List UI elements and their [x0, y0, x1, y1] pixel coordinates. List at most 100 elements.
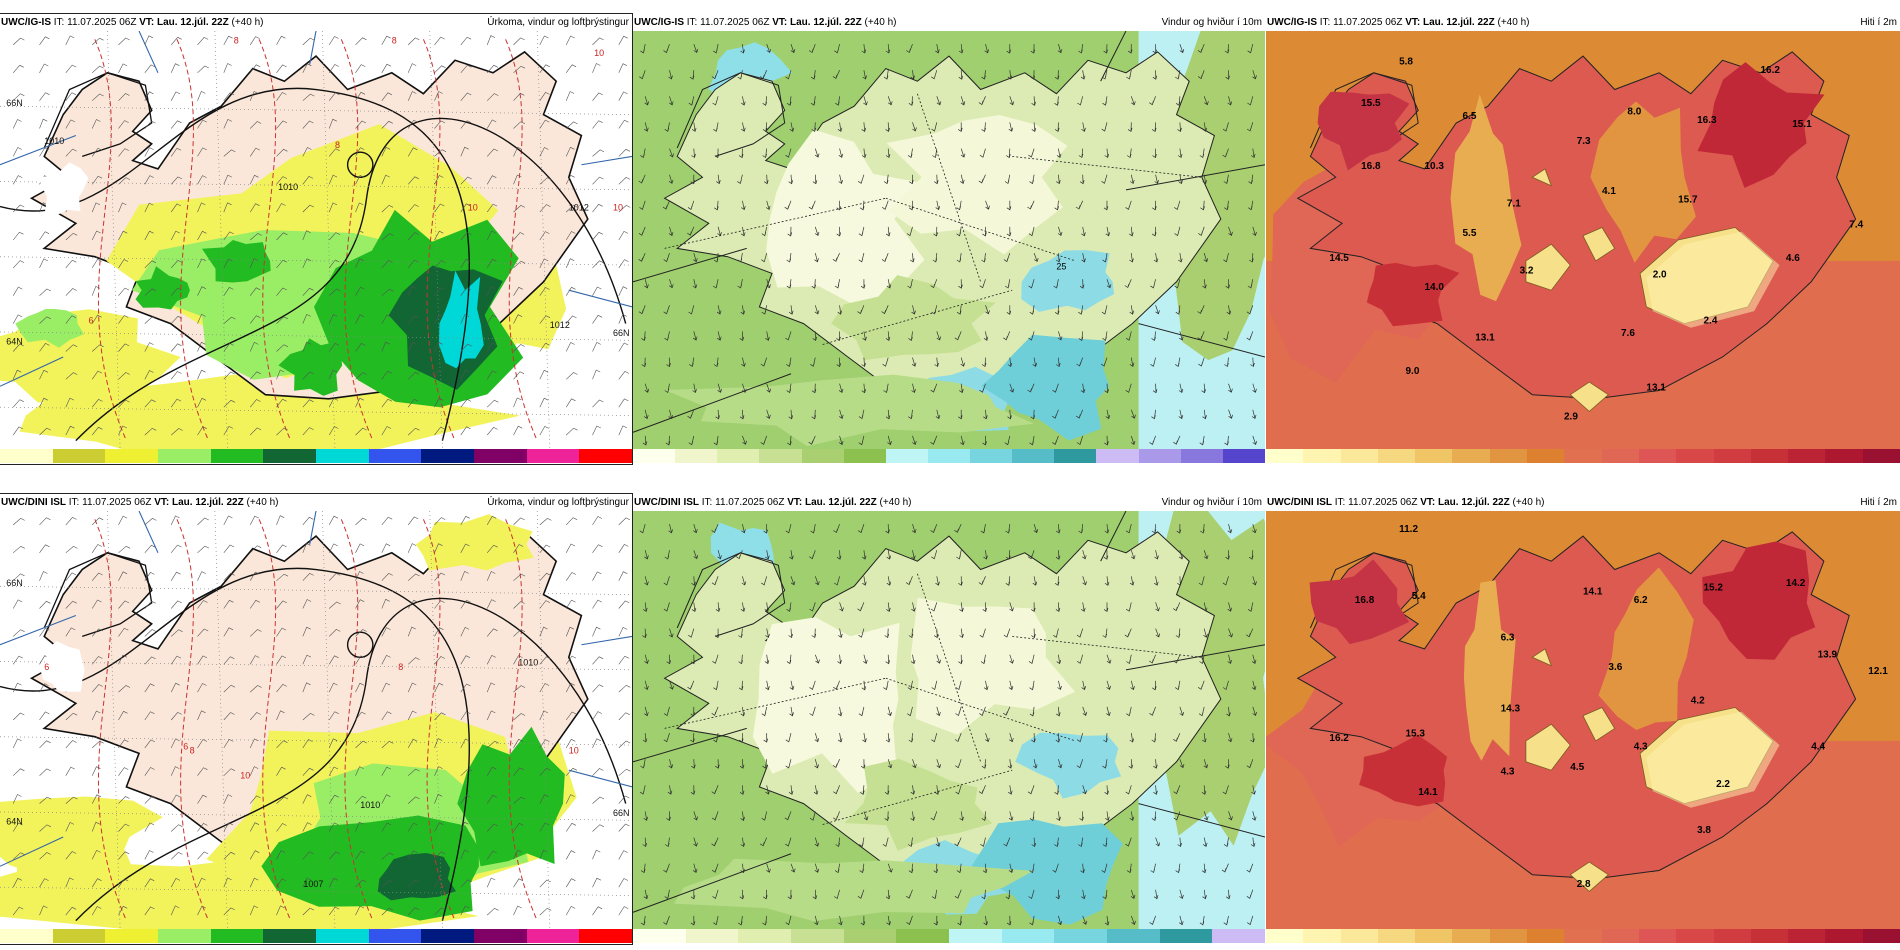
wind-arrow: [1223, 331, 1229, 341]
wind-barb: [355, 37, 367, 46]
wind-arrow: [737, 279, 743, 289]
map-canvas: 5.816.215.56.5 8.016.3 15.17.316.8 10.34.11…: [1266, 31, 1900, 449]
wind-arrow: [1252, 706, 1257, 717]
wind-barb: [328, 148, 340, 157]
wind-barb: [486, 286, 496, 296]
wind-arrow: [885, 331, 891, 341]
wind-arrow: [935, 576, 940, 586]
wind-arrow: [662, 200, 670, 210]
wind-arrow: [740, 706, 746, 717]
wind-arrow: [740, 811, 745, 821]
wind-barb: [276, 64, 287, 73]
temperature-area: [1463, 580, 1516, 761]
wind-barb: [144, 316, 157, 324]
map-value-label: 14.1: [1583, 587, 1603, 598]
wind-barb: [407, 599, 418, 609]
wind-barb: [91, 65, 104, 74]
wind-arrow: [911, 523, 917, 534]
wind-barb: [486, 64, 498, 73]
wind-barb: [223, 572, 235, 581]
wind-arrow: [690, 654, 696, 665]
wind-barb: [223, 599, 234, 609]
wind-barb: [144, 342, 154, 352]
wind-arrow: [1056, 811, 1061, 821]
wind-arrow: [859, 863, 865, 874]
wind-barb: [91, 202, 101, 213]
wind-barb: [513, 146, 522, 157]
wind-arrow: [1032, 576, 1038, 586]
wind-barb: [170, 629, 183, 637]
wind-arrow: [1075, 200, 1084, 210]
wind-barb: [328, 682, 338, 693]
map-value-label: 4.4: [1811, 741, 1825, 752]
wind-barb: [65, 288, 77, 296]
wind-barb: [197, 767, 208, 776]
wind-arrow: [861, 122, 867, 132]
wind-arrow: [1105, 226, 1111, 237]
map-value-label: 64N: [6, 817, 23, 827]
wind-arrow: [1203, 252, 1209, 263]
map-value-label: 14.2: [1786, 578, 1806, 589]
wind-barb: [197, 202, 206, 213]
wind-barb: [565, 231, 576, 241]
map-panel-precip: UWC/DINI ISL IT: 11.07.2025 06Z VT: Lau.…: [0, 493, 633, 945]
boundary-line: [568, 769, 632, 788]
wind-barb: [39, 63, 49, 73]
wind-arrow: [639, 70, 646, 80]
wind-barb: [434, 656, 445, 665]
wind-arrow: [1126, 706, 1132, 717]
wind-barb: [144, 370, 154, 380]
wind-barb: [39, 231, 50, 241]
wind-barb: [592, 149, 605, 157]
wind-barb: [223, 92, 235, 101]
wind-arrow: [762, 148, 768, 159]
graticule: [429, 31, 443, 449]
wind-arrow: [814, 837, 820, 847]
init-time-label: IT:: [1334, 497, 1346, 508]
wind-arrow: [761, 305, 768, 315]
wind-arrow: [1028, 654, 1035, 664]
wind-arrow: [638, 305, 646, 315]
wind-arrow: [835, 837, 840, 848]
temperature-contour: [94, 39, 127, 441]
wind-area: [673, 858, 1034, 922]
wind-arrow: [885, 889, 891, 900]
wind-arrow: [1057, 915, 1063, 926]
wind-barb: [12, 599, 23, 609]
wind-barb: [381, 740, 394, 749]
wind-barb: [592, 260, 604, 269]
wind-arrow: [1127, 122, 1133, 132]
wind-area: [664, 374, 1035, 447]
wind-barb: [565, 794, 575, 804]
wind-barb: [276, 655, 287, 665]
wind-barb: [39, 118, 48, 129]
wind-barb: [144, 656, 156, 665]
wind-barb: [39, 316, 51, 324]
glacier-cold-area: [1525, 723, 1571, 771]
wind-barb: [513, 65, 526, 74]
wind-arrow: [1152, 148, 1157, 159]
wind-arrow: [666, 811, 671, 821]
wind-arrow: [1177, 837, 1182, 848]
wind-arrow: [834, 279, 840, 289]
wind-arrow: [813, 785, 819, 795]
init-time-label: IT:: [53, 17, 65, 28]
wind-barb: [381, 370, 392, 380]
wind-barb: [407, 850, 418, 860]
colorbar-swatch: [1159, 929, 1213, 943]
wind-barb: [460, 426, 471, 436]
wind-arrow: [1173, 602, 1181, 612]
wind-arrow: [885, 654, 891, 665]
model-name: UWC/DINI ISL: [634, 497, 699, 508]
wind-arrow: [814, 253, 819, 263]
wind-barb: [513, 796, 526, 804]
wind-arrow: [1153, 785, 1158, 795]
wind-barb: [539, 119, 550, 129]
panel-header: UWC/IG-IS IT: 11.07.2025 06Z VT: Lau. 12…: [0, 14, 632, 31]
wind-arrow: [665, 837, 670, 848]
wind-arrow: [958, 44, 964, 54]
wind-barb: [618, 63, 628, 73]
wind-barb: [170, 176, 183, 185]
run-info: UWC/DINI ISL IT: 11.07.2025 06Z VT: Lau.…: [1267, 494, 1544, 511]
wind-barb: [118, 571, 128, 581]
